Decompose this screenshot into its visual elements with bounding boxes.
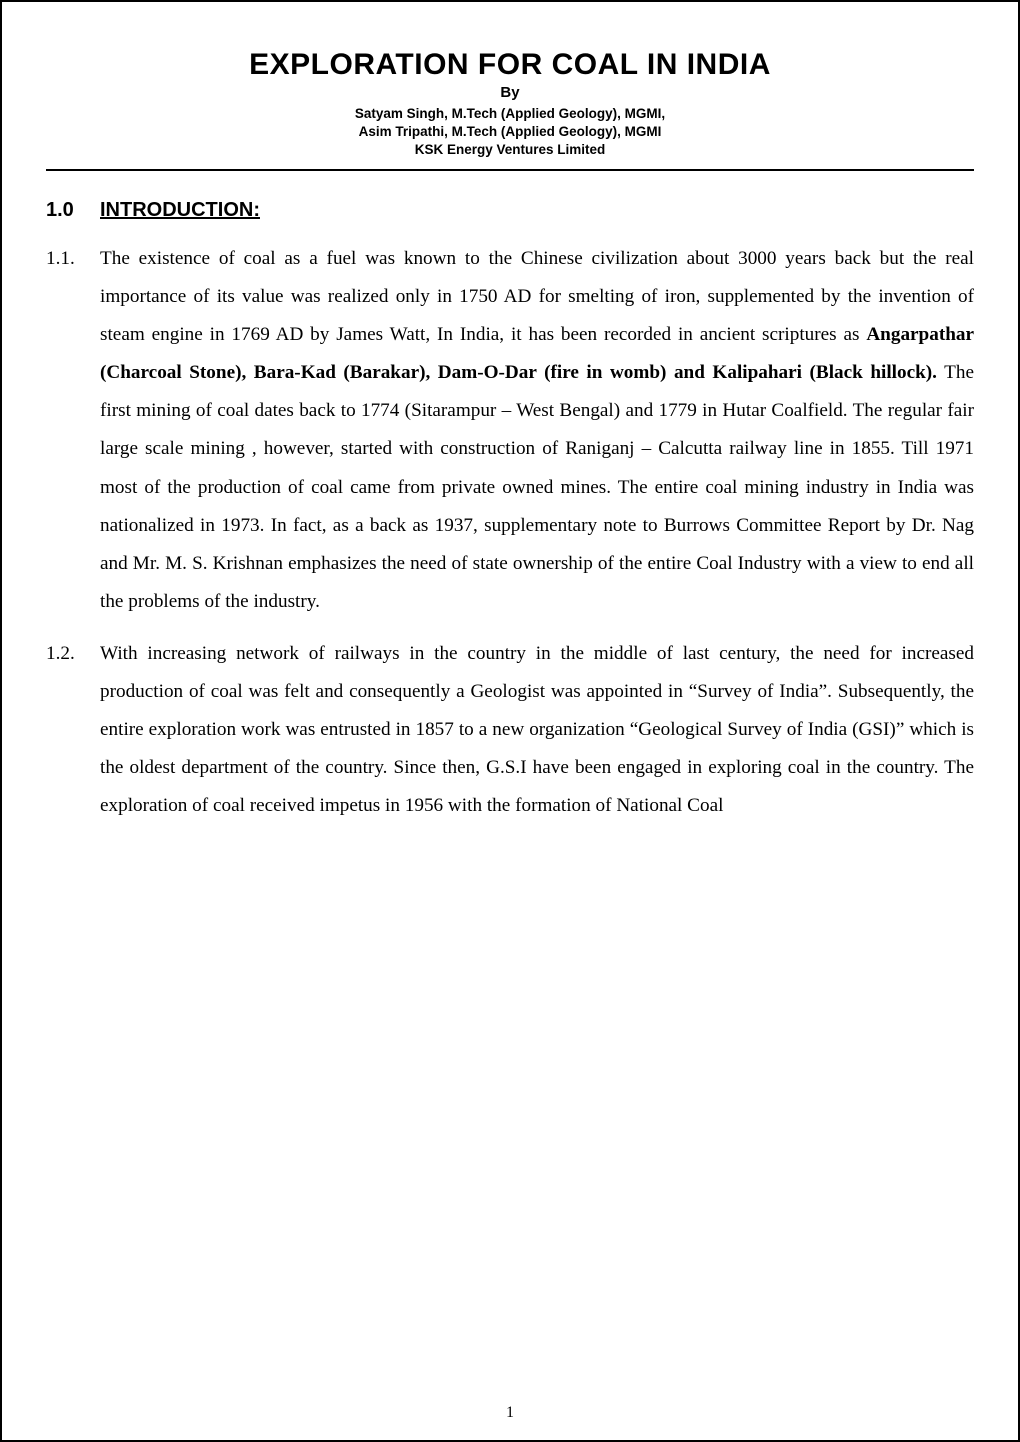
authors-block: Satyam Singh, M.Tech (Applied Geology), … [46, 105, 974, 160]
page-number: 1 [2, 1404, 1018, 1422]
paragraph-text: The existence of coal as a fuel was know… [100, 240, 974, 620]
paragraph-text: With increasing network of railways in t… [100, 635, 974, 825]
paragraph: 1.2. With increasing network of railways… [46, 635, 974, 825]
paragraph-number: 1.1. [46, 240, 100, 620]
byline: By [46, 84, 974, 103]
section-number: 1.0 [46, 199, 100, 222]
paragraph-number: 1.2. [46, 635, 100, 825]
document-page: EXPLORATION FOR COAL IN INDIA By Satyam … [0, 0, 1020, 1442]
document-title: EXPLORATION FOR COAL IN INDIA [46, 48, 974, 82]
header-divider [46, 169, 974, 171]
paragraph: 1.1. The existence of coal as a fuel was… [46, 240, 974, 620]
author-line: Satyam Singh, M.Tech (Applied Geology), … [46, 105, 974, 123]
author-line: KSK Energy Ventures Limited [46, 141, 974, 159]
section-label: INTRODUCTION: [100, 199, 260, 221]
section-heading: 1.0INTRODUCTION: [46, 199, 974, 222]
author-line: Asim Tripathi, M.Tech (Applied Geology),… [46, 123, 974, 141]
